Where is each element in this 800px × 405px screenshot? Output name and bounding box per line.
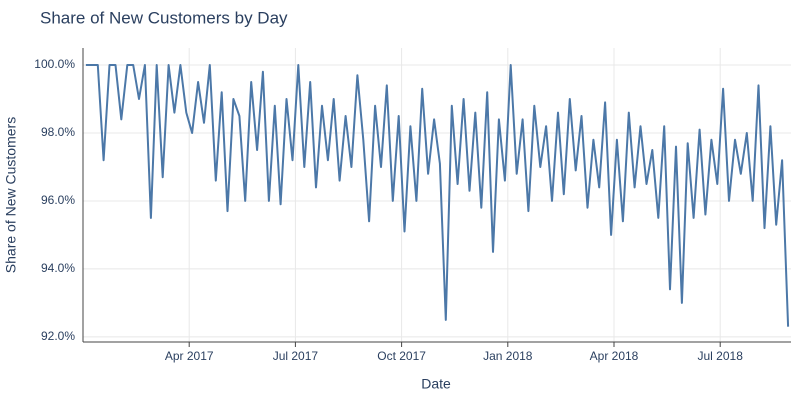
x-axis-label: Date <box>421 376 451 392</box>
x-tick-label: Jul 2017 <box>273 349 319 363</box>
y-tick-label: 96.0% <box>41 193 75 207</box>
y-tick-label: 94.0% <box>41 261 75 275</box>
x-tick-label: Oct 2017 <box>377 349 426 363</box>
y-tick-label: 92.0% <box>41 329 75 343</box>
x-tick-label: Jan 2018 <box>483 349 533 363</box>
x-tick-label: Apr 2017 <box>165 349 214 363</box>
y-tick-label: 98.0% <box>41 125 75 139</box>
y-axis-label: Share of New Customers <box>3 117 19 273</box>
x-tick-label: Apr 2018 <box>590 349 639 363</box>
chart-title: Share of New Customers by Day <box>40 8 288 27</box>
y-tick-label: 100.0% <box>34 57 75 71</box>
x-tick-label: Jul 2018 <box>698 349 744 363</box>
data-line <box>85 64 790 327</box>
